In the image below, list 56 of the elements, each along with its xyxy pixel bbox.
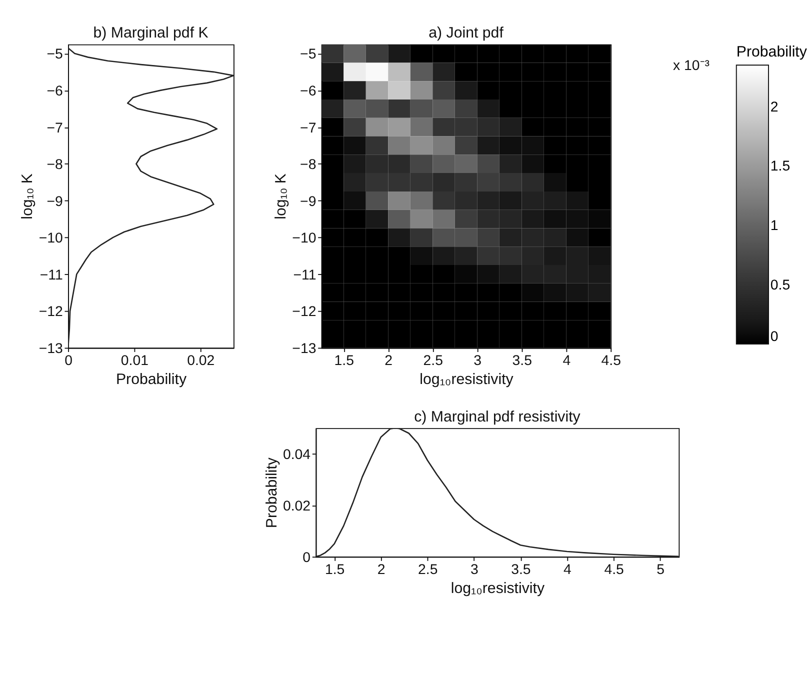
x-tick-label: 2 (384, 353, 393, 370)
x-tick-label: 0.01 (120, 353, 149, 370)
x-tick-label: 1.5 (324, 562, 345, 578)
x-tick-label: 2.5 (423, 353, 444, 370)
color-bar-label: 0.5 (770, 277, 790, 294)
y-tick-label: −10 (38, 230, 63, 247)
y-tick-label: −10 (292, 230, 316, 247)
x-tick-label: 4 (564, 562, 572, 578)
y-tick-label: −9 (46, 194, 63, 210)
y-tick-label: −13 (38, 340, 63, 357)
color-bar-label: 0 (770, 329, 778, 346)
y-tick-label: 0.02 (282, 498, 311, 514)
y-tick-label: −12 (292, 304, 316, 320)
chart-title: a) Joint pdf (428, 24, 504, 42)
y-tick-label: −7 (300, 120, 316, 136)
y-tick-label: 0 (302, 550, 311, 566)
x-tick-label: 1.5 (334, 353, 354, 370)
y-tick-label: −8 (46, 157, 63, 174)
x-tick-label: 3 (474, 353, 482, 370)
y-tick-label: −9 (300, 194, 316, 210)
y-tick-label: −5 (300, 46, 316, 63)
y-axis-title: log₁₀ K (272, 174, 290, 220)
x-tick-label: 4.5 (604, 562, 624, 578)
y-tick-label: −6 (46, 83, 63, 100)
y-tick-label: −11 (293, 267, 316, 284)
x-tick-label: 0 (64, 353, 73, 370)
x-tick-label: 5 (656, 562, 665, 578)
x-axis-title: log₁₀resistivity (420, 371, 514, 388)
y-tick-label: 0.04 (282, 447, 311, 464)
color-bar-label: 1.5 (770, 158, 790, 175)
y-axis-title: log₁₀ K (19, 174, 36, 220)
x-tick-label: 2 (377, 562, 386, 578)
x-tick-label: 4.5 (601, 353, 622, 370)
y-tick-label: −12 (38, 304, 63, 320)
x-tick-label: 3.5 (511, 562, 531, 578)
y-tick-label: −6 (300, 83, 316, 100)
x-tick-label: 3.5 (512, 353, 532, 370)
color-bar-title: Probability (736, 44, 808, 61)
y-tick-label: −13 (292, 340, 316, 357)
y-axis-title: Probability (263, 457, 280, 528)
x-tick-label: 4 (562, 353, 571, 370)
line-series (316, 428, 679, 557)
x-axis-title: log₁₀resistivity (450, 580, 545, 598)
chart-title: b) Marginal pdf K (93, 24, 208, 42)
color-bar-label: 2 (770, 99, 778, 116)
y-tick-label: −7 (46, 120, 63, 136)
y-tick-label: −5 (46, 46, 63, 63)
chart-title: c) Marginal pdf resistivity (414, 408, 581, 426)
text: x 10⁻³ (673, 58, 710, 74)
color-bar-label: 1 (770, 218, 778, 234)
x-tick-label: 3 (470, 562, 478, 578)
y-tick-label: −11 (40, 267, 63, 284)
y-tick-label: −8 (300, 157, 316, 174)
x-axis-title: Probability (116, 371, 187, 388)
x-tick-label: 2.5 (418, 562, 438, 578)
x-tick-label: 0.02 (187, 353, 215, 370)
